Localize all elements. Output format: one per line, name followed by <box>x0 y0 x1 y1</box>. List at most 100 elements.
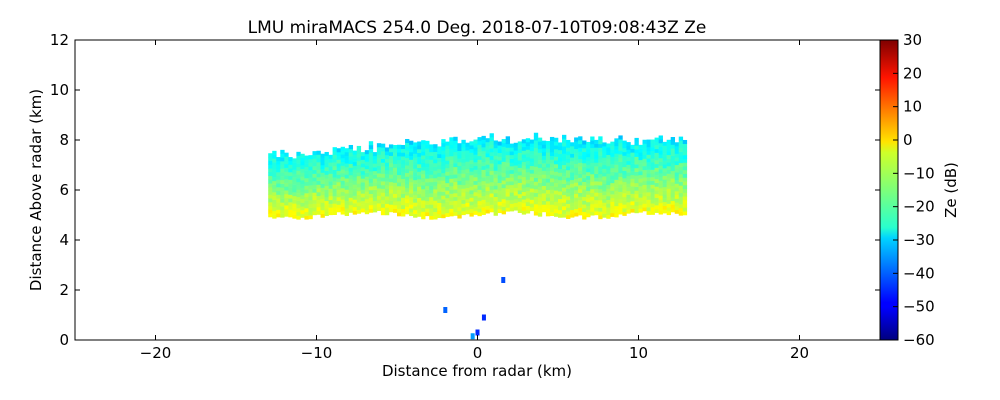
heatmap-cell <box>425 152 430 157</box>
heatmap-cell <box>537 175 543 180</box>
heatmap-cell <box>618 202 623 207</box>
heatmap-cell <box>630 144 635 149</box>
heatmap-cell <box>280 153 285 158</box>
heatmap-cell <box>433 155 438 160</box>
heatmap-cell <box>304 208 309 213</box>
heatmap-cell <box>336 189 341 194</box>
heatmap-cell <box>272 210 277 215</box>
heatmap-cell <box>348 163 354 168</box>
heatmap-cell <box>312 151 317 156</box>
heatmap-cell <box>465 161 470 166</box>
heatmap-cell <box>650 210 655 215</box>
heatmap-cell <box>469 141 474 146</box>
heatmap-cell <box>457 143 462 148</box>
heatmap-cell <box>324 166 329 172</box>
heatmap-cell <box>481 139 486 144</box>
heatmap-cell <box>509 158 515 163</box>
heatmap-cell <box>586 179 591 184</box>
heatmap-cell <box>574 156 579 161</box>
heatmap-cell <box>545 212 551 217</box>
heatmap-cell <box>457 180 462 185</box>
heatmap-cell <box>666 166 671 171</box>
heatmap-cell <box>618 172 623 177</box>
heatmap-cell <box>537 208 543 213</box>
heatmap-cell <box>505 151 511 156</box>
heatmap-cell <box>489 185 494 190</box>
heatmap-cell <box>541 193 547 198</box>
heatmap-cell <box>606 180 611 186</box>
heatmap-cell <box>392 197 398 202</box>
heatmap-cell <box>477 152 482 157</box>
heatmap-cell <box>397 189 402 194</box>
heatmap-cell <box>626 194 631 199</box>
heatmap-cell <box>658 210 663 215</box>
heatmap-cell <box>582 207 587 213</box>
heatmap-cell <box>316 169 321 174</box>
heatmap-cell <box>497 164 502 169</box>
heatmap-cell <box>674 198 680 203</box>
heatmap-cell <box>678 192 684 197</box>
heatmap-cell <box>529 143 535 148</box>
heatmap-cell <box>272 162 277 167</box>
heatmap-cell <box>646 177 651 182</box>
heatmap-cell <box>421 166 426 171</box>
heatmap-cell <box>268 194 273 199</box>
heatmap-cell <box>670 163 676 168</box>
heatmap-cell <box>602 206 607 211</box>
heatmap-cell <box>437 187 442 192</box>
heatmap-cell <box>340 199 345 204</box>
heatmap-cell <box>429 151 434 156</box>
heatmap-cell <box>562 202 567 207</box>
heatmap-cell <box>509 184 515 189</box>
heatmap-cell <box>505 173 511 178</box>
heatmap-cell <box>497 194 502 199</box>
heatmap-cell <box>324 163 329 168</box>
heatmap-cell <box>509 181 515 186</box>
heatmap-cell <box>469 145 474 150</box>
heatmap-cell <box>272 203 277 208</box>
heatmap-cell <box>658 191 663 196</box>
heatmap-cell <box>501 176 506 181</box>
heatmap-cell <box>392 175 398 180</box>
heatmap-cell <box>413 213 418 218</box>
heatmap-cell <box>654 152 659 157</box>
heatmap-cell <box>485 194 490 199</box>
heatmap-cell <box>537 182 543 187</box>
heatmap-cell <box>654 186 659 191</box>
heatmap-cell <box>376 180 382 185</box>
heatmap-cell <box>316 207 321 212</box>
heatmap-cell <box>328 203 333 208</box>
heatmap-cell <box>606 162 611 167</box>
heatmap-cell <box>421 143 426 149</box>
heatmap-cell <box>316 173 321 178</box>
heatmap-cell <box>288 179 293 184</box>
heatmap-cell <box>465 176 470 181</box>
heatmap-cell <box>268 179 273 184</box>
heatmap-cell <box>674 183 680 188</box>
heatmap-cell <box>332 207 337 212</box>
heatmap-cell <box>582 211 587 216</box>
heatmap-cell <box>449 201 454 206</box>
heatmap-cell <box>529 192 535 197</box>
heatmap-cell <box>541 204 547 209</box>
heatmap-cell <box>662 183 667 188</box>
heatmap-cell <box>670 208 676 213</box>
heatmap-cell <box>553 182 559 187</box>
heatmap-cell <box>598 215 603 220</box>
heatmap-cell <box>473 180 478 185</box>
heatmap-cell <box>558 149 563 154</box>
heatmap-cell <box>429 144 434 149</box>
heatmap-cell <box>308 207 313 212</box>
heatmap-cell <box>521 184 527 189</box>
heatmap-cell <box>449 204 454 209</box>
heatmap-cell <box>590 211 595 216</box>
heatmap-cell <box>417 148 422 154</box>
heatmap-cell <box>521 161 527 166</box>
heatmap-cell <box>300 191 305 196</box>
heatmap-cell <box>590 151 595 156</box>
heatmap-cell <box>650 154 655 159</box>
heatmap-cell <box>646 188 651 193</box>
heatmap-cell <box>268 198 273 203</box>
y-tick-label: 12 <box>50 31 69 49</box>
heatmap-cell <box>558 146 563 151</box>
